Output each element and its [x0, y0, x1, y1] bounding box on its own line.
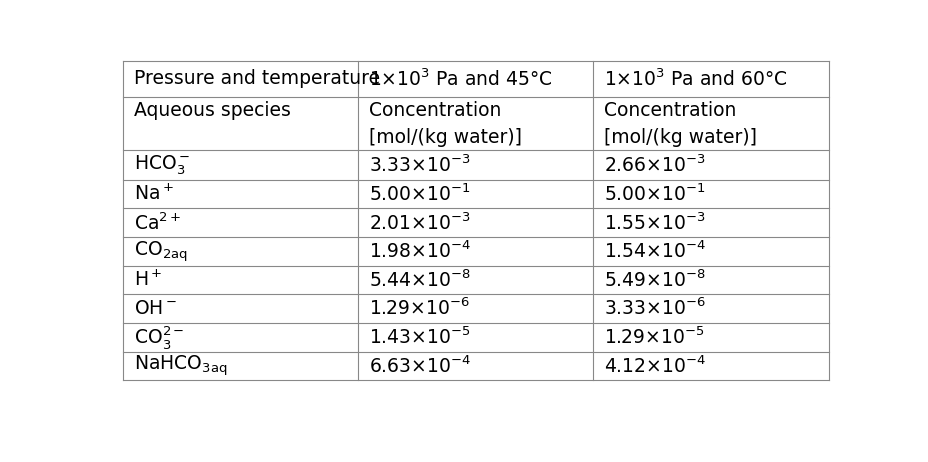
Text: [mol/(kg water)]: [mol/(kg water)]: [603, 128, 756, 146]
Text: Concentration: Concentration: [368, 101, 501, 120]
Text: Aqueous species: Aqueous species: [134, 101, 290, 120]
Text: 4.12×10$^{-4}$: 4.12×10$^{-4}$: [603, 355, 705, 377]
Text: 1.54×10$^{-4}$: 1.54×10$^{-4}$: [603, 241, 705, 262]
Text: 5.00×10$^{-1}$: 5.00×10$^{-1}$: [603, 183, 705, 205]
Text: $\mathrm{CO_{2aq}}$: $\mathrm{CO_{2aq}}$: [134, 239, 187, 264]
Text: $\mathrm{Na^+}$: $\mathrm{Na^+}$: [134, 184, 174, 204]
Text: 1×10$^3$ Pa and 45°C: 1×10$^3$ Pa and 45°C: [368, 68, 552, 90]
Text: Concentration: Concentration: [603, 101, 736, 120]
Text: $\mathrm{NaHCO_{3aq}}$: $\mathrm{NaHCO_{3aq}}$: [134, 354, 227, 378]
Text: 1×10$^3$ Pa and 60°C: 1×10$^3$ Pa and 60°C: [603, 68, 787, 90]
Text: Pressure and temperature: Pressure and temperature: [134, 69, 380, 88]
Text: 2.66×10$^{-3}$: 2.66×10$^{-3}$: [603, 154, 705, 176]
Text: $\mathrm{HCO_3^-}$: $\mathrm{HCO_3^-}$: [134, 153, 190, 177]
Text: $\mathrm{Ca^{2+}}$: $\mathrm{Ca^{2+}}$: [134, 212, 181, 233]
Text: 1.29×10$^{-5}$: 1.29×10$^{-5}$: [603, 327, 703, 348]
Text: [mol/(kg water)]: [mol/(kg water)]: [368, 128, 522, 146]
Text: 5.49×10$^{-8}$: 5.49×10$^{-8}$: [603, 269, 705, 291]
Text: 1.55×10$^{-3}$: 1.55×10$^{-3}$: [603, 212, 705, 233]
Text: 3.33×10$^{-6}$: 3.33×10$^{-6}$: [603, 298, 705, 319]
Text: 5.44×10$^{-8}$: 5.44×10$^{-8}$: [368, 269, 470, 291]
Text: $\mathrm{CO_3^{2-}}$: $\mathrm{CO_3^{2-}}$: [134, 324, 185, 351]
Text: 3.33×10$^{-3}$: 3.33×10$^{-3}$: [368, 154, 470, 176]
Text: 2.01×10$^{-3}$: 2.01×10$^{-3}$: [368, 212, 470, 233]
Text: $\mathrm{OH^-}$: $\mathrm{OH^-}$: [134, 299, 177, 318]
Text: 6.63×10$^{-4}$: 6.63×10$^{-4}$: [368, 355, 470, 377]
Text: 1.29×10$^{-6}$: 1.29×10$^{-6}$: [368, 298, 470, 319]
Text: 1.43×10$^{-5}$: 1.43×10$^{-5}$: [368, 327, 470, 348]
Text: $\mathrm{H^+}$: $\mathrm{H^+}$: [134, 270, 162, 290]
Text: 5.00×10$^{-1}$: 5.00×10$^{-1}$: [368, 183, 470, 205]
Text: 1.98×10$^{-4}$: 1.98×10$^{-4}$: [368, 241, 470, 262]
